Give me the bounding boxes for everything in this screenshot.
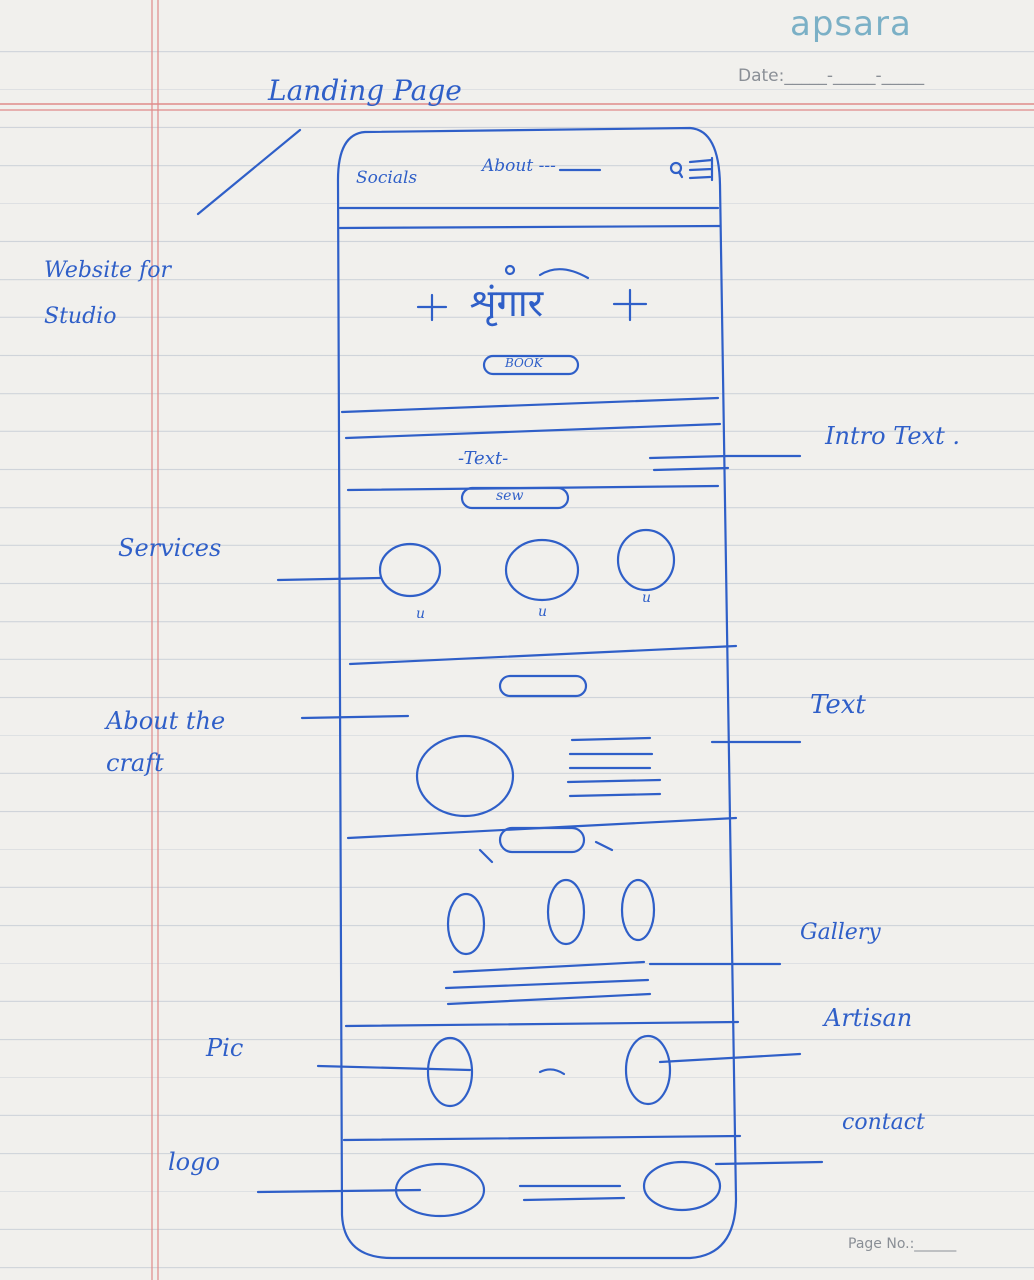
annotation-about-craft: About the craft <box>106 707 226 777</box>
header-divider-2 <box>338 224 722 230</box>
contact-pointer-line <box>714 1160 824 1166</box>
annotation-services: Services <box>118 534 222 562</box>
intro-text: -Text- <box>458 448 509 469</box>
about-pointer-line <box>300 714 410 720</box>
gallery-arrows <box>478 840 614 864</box>
intro-top-line <box>344 422 722 440</box>
about-image-circle <box>415 734 515 818</box>
date-label: Date:_____-_____-_____ <box>738 66 925 86</box>
pic-pointer-line <box>316 1064 472 1072</box>
service-circle-2 <box>504 538 580 602</box>
search-icon-handle <box>677 170 684 179</box>
gallery-image-2 <box>546 878 586 946</box>
nav-about: About --- <box>482 156 556 176</box>
gallery-button-outline <box>498 826 586 854</box>
annotation-gallery: Gallery <box>800 920 881 945</box>
about-button-outline <box>498 674 588 698</box>
artisan-pointer-line <box>658 1052 802 1064</box>
artisan-middle-mark <box>538 1068 566 1076</box>
services-pointer-line <box>276 576 382 582</box>
hero-flourish <box>538 268 590 280</box>
service-caption-3: u <box>642 590 652 606</box>
project-label: Website for Studio <box>44 258 172 329</box>
intro-button-label: sew <box>496 488 524 504</box>
page-number-label: Page No.:______ <box>848 1236 957 1252</box>
service-circle-3 <box>616 528 676 592</box>
book-button-outline <box>482 354 580 376</box>
annotation-logo: logo <box>168 1148 220 1176</box>
gallery-image-3 <box>620 878 656 942</box>
service-caption-2: u <box>538 604 548 620</box>
hero-ornament-left <box>416 293 448 322</box>
gallery-image-1 <box>446 892 486 956</box>
artisan-pic-left <box>426 1036 474 1108</box>
book-button-label: BOOK <box>505 356 543 370</box>
intro-button-outline <box>460 486 570 510</box>
search-icon <box>669 161 683 175</box>
service-caption-1: u <box>416 606 426 622</box>
hamburger-menu-icon <box>688 156 714 182</box>
hero-bottom-line <box>340 396 720 414</box>
annotation-intro-text: Intro Text . <box>825 422 960 450</box>
services-bottom-line <box>348 644 738 666</box>
annotation-contact: contact <box>842 1110 925 1135</box>
gallery-bottom-line <box>344 1020 740 1028</box>
hero-logo-text: शृंगार <box>470 281 544 325</box>
about-text-lines <box>566 736 662 798</box>
footer-text-lines <box>518 1184 626 1202</box>
hero-dot <box>504 264 516 276</box>
hero-ornament-right <box>612 288 648 322</box>
title-pointer-line <box>196 128 302 216</box>
brand-logo: apsara <box>790 4 912 44</box>
sketch-title: Landing Page <box>268 74 462 107</box>
intro-pointer-lines <box>648 454 802 472</box>
service-circle-1 <box>378 542 442 598</box>
footer-contact-circle <box>642 1160 722 1212</box>
logo-pointer-line <box>256 1188 422 1194</box>
phone-frame <box>336 126 738 1260</box>
gallery-text-lines <box>444 960 652 1006</box>
artisan-pic-right <box>624 1034 672 1106</box>
nav-socials: Socials <box>356 168 418 188</box>
annotation-pic: Pic <box>206 1034 244 1062</box>
artisan-bottom-line <box>342 1134 742 1142</box>
annotation-artisan: Artisan <box>824 1004 913 1032</box>
annotation-text: Text <box>810 690 866 720</box>
